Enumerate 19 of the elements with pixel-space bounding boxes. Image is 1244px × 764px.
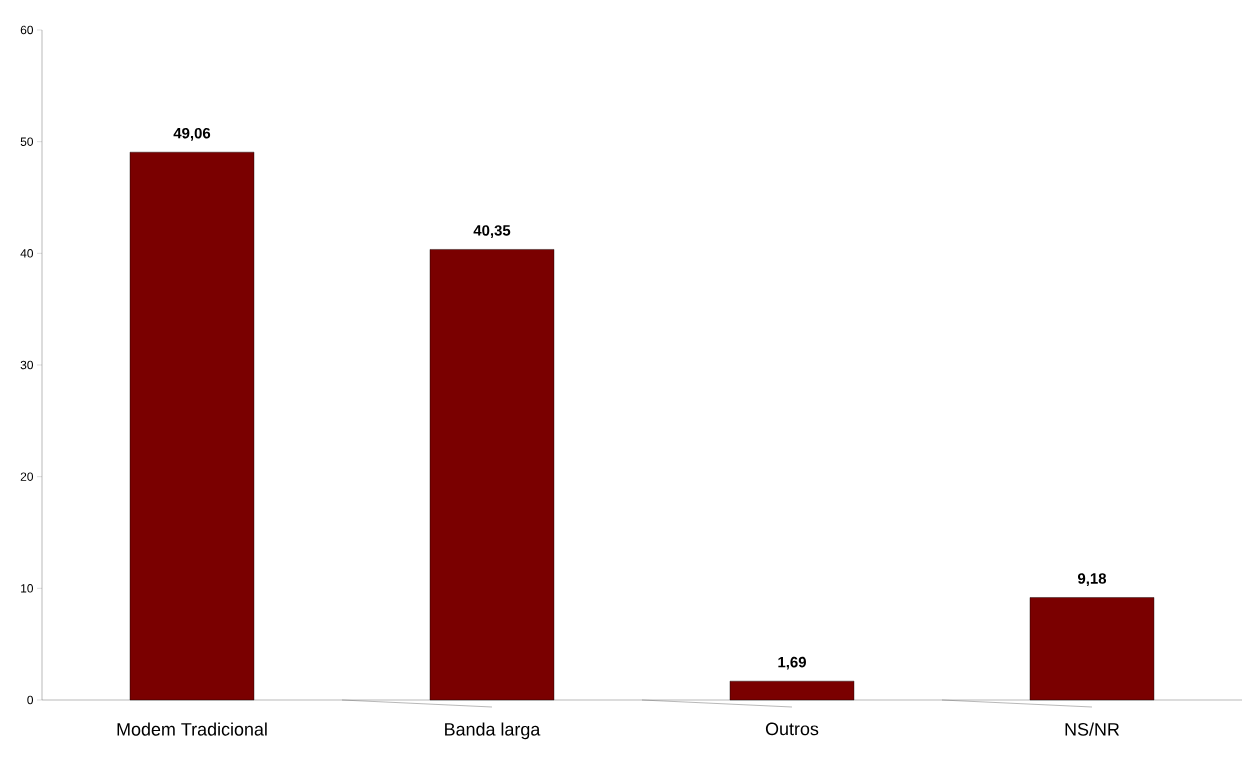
y-tick-label: 10: [21, 584, 34, 593]
y-tick-label: 50: [20, 137, 34, 146]
data-label: 1,69: [778, 656, 806, 670]
data-label: 49,06: [173, 127, 211, 141]
data-label: 9,18: [1077, 573, 1107, 586]
bar: [129, 151, 255, 701]
bar: [729, 680, 855, 701]
y-tick-label: 30: [20, 360, 34, 370]
x-tick-label: Banda larga: [445, 722, 541, 740]
y-tick-label: 40: [20, 249, 34, 258]
x-tick-label: NS/NR: [1065, 722, 1120, 736]
bar: [1029, 597, 1155, 701]
data-label: 40,35: [473, 225, 511, 238]
bar: [429, 249, 555, 701]
x-tick-label: Modem Tradicional: [117, 722, 267, 736]
y-tick-label: 60: [20, 25, 34, 35]
y-tick-label: 0: [27, 695, 34, 705]
x-tick-label: Outros: [765, 722, 819, 736]
y-tick-label: 20: [20, 472, 34, 481]
